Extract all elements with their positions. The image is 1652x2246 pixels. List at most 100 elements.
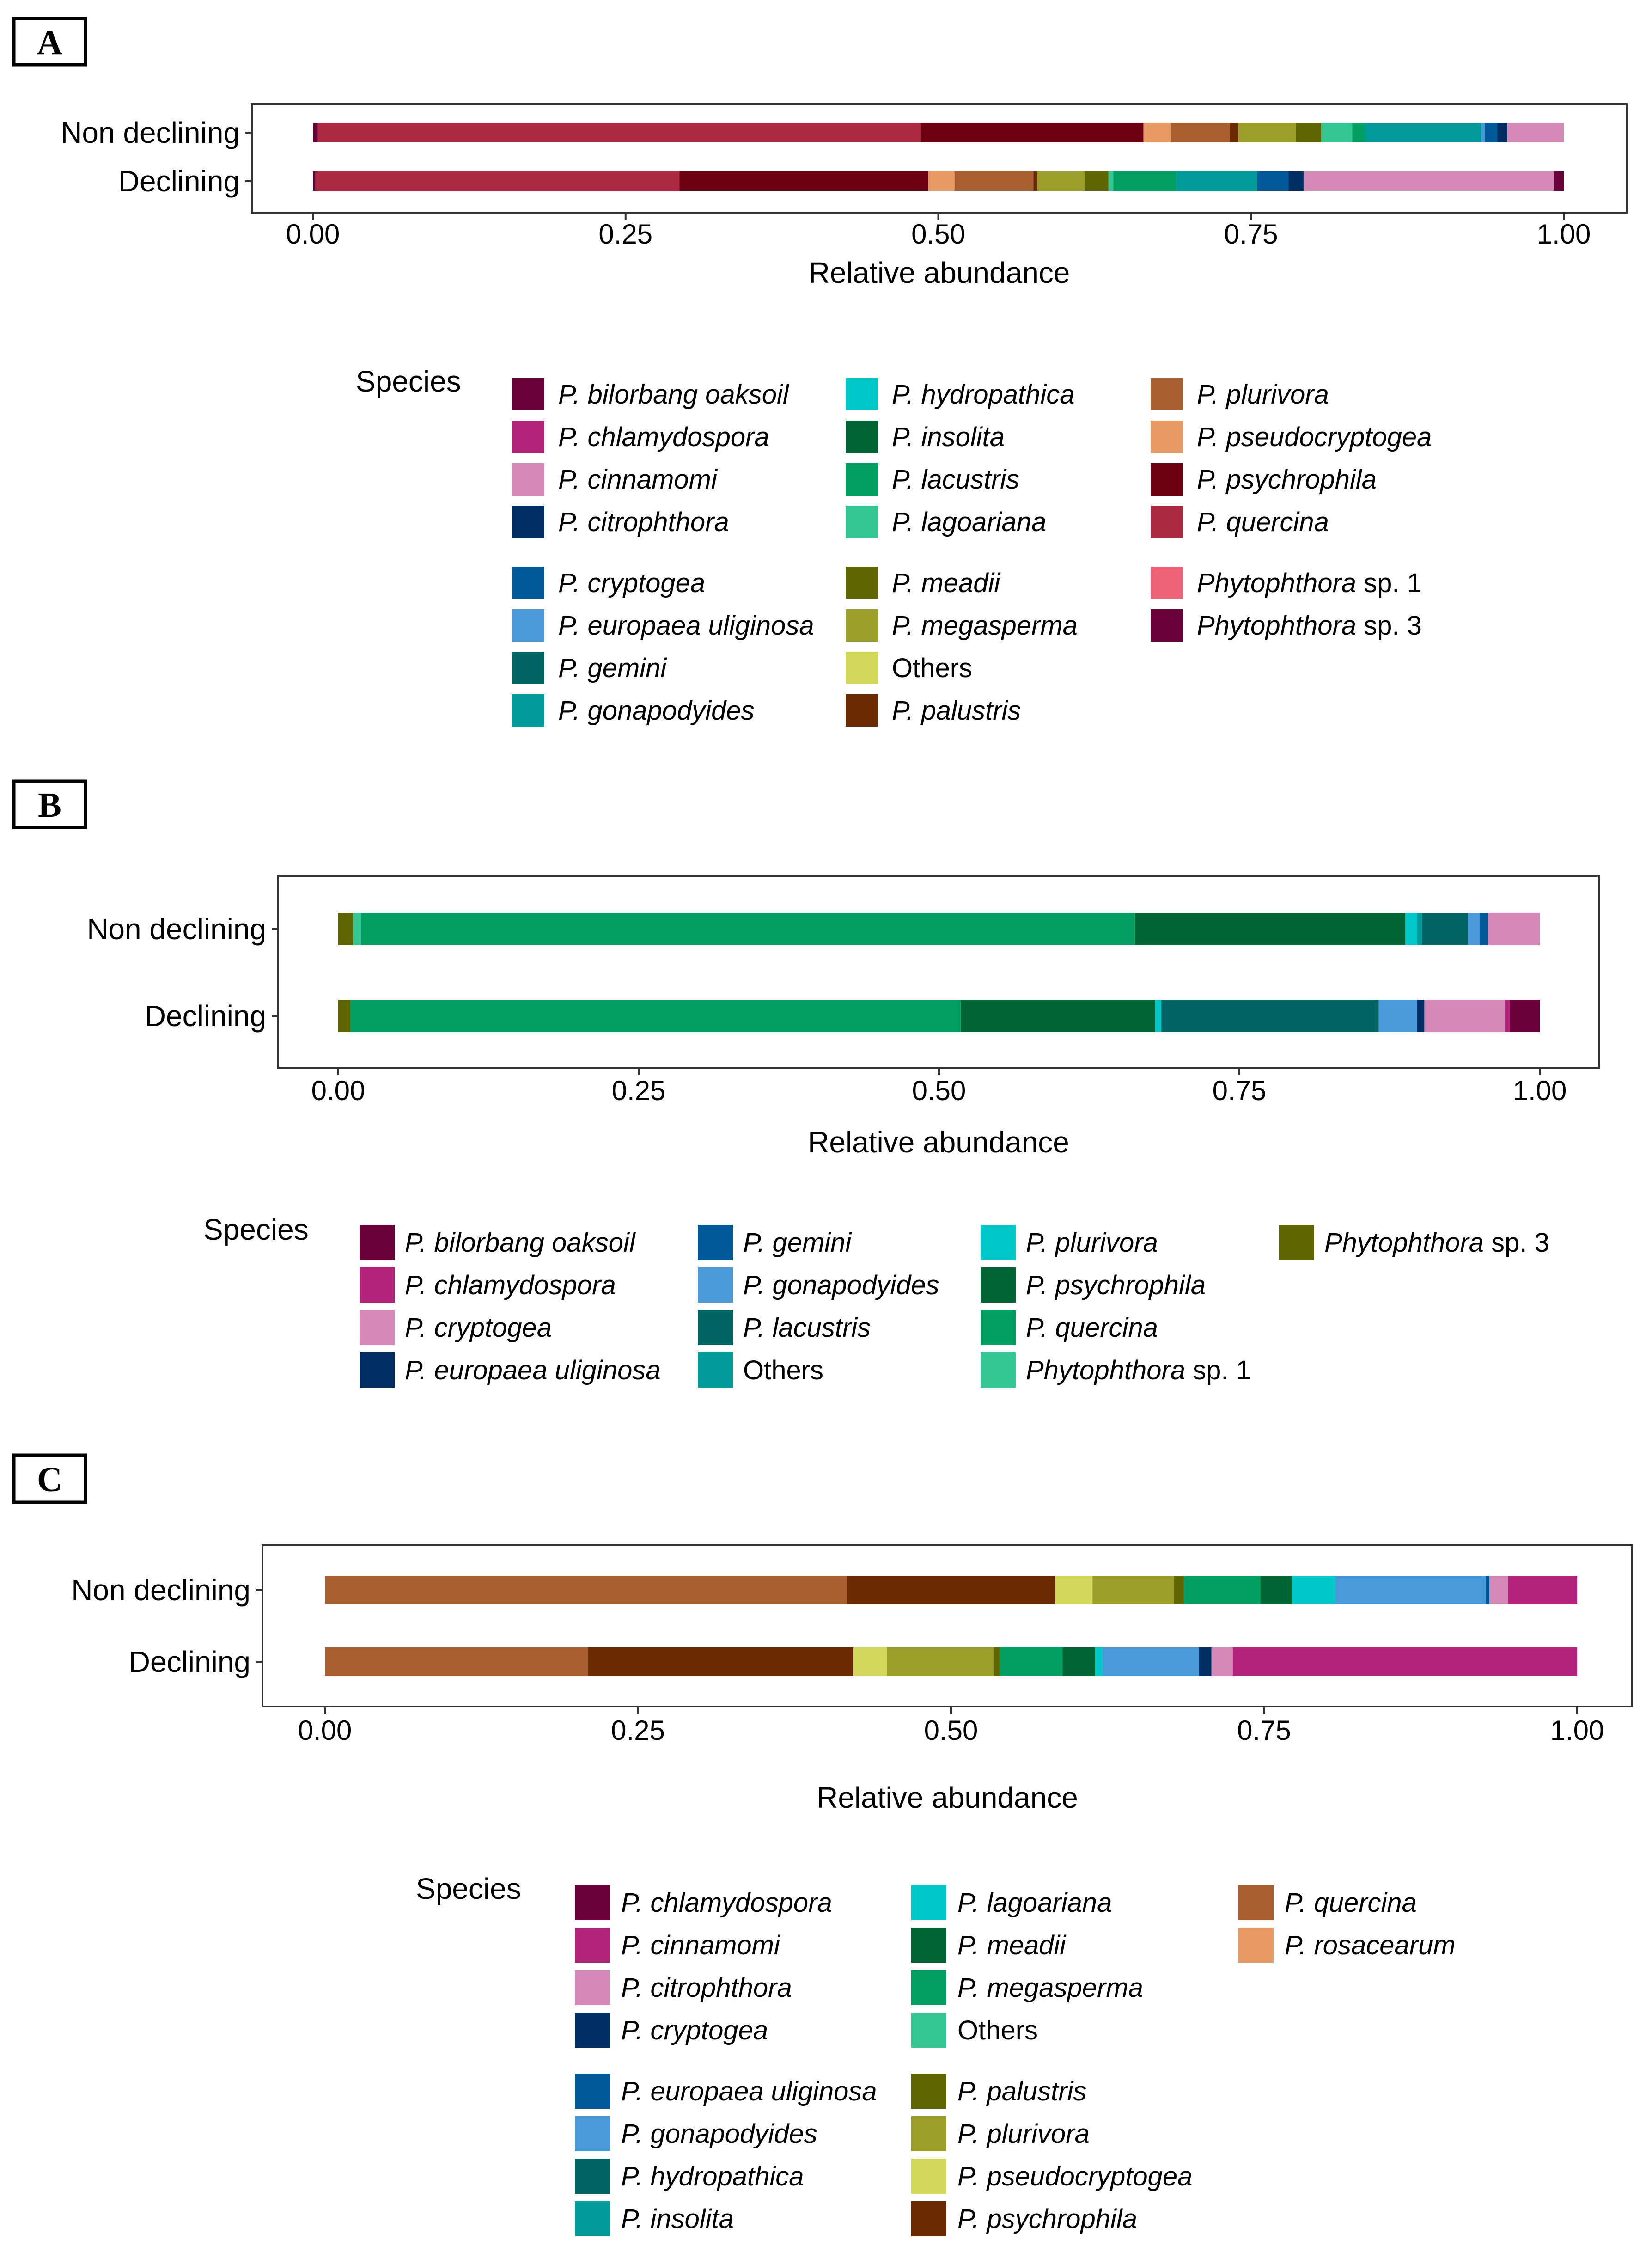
x-tick-label: 1.00 [1537, 219, 1591, 250]
legend-swatch [1238, 1885, 1274, 1920]
legend-label: P. plurivora [957, 2119, 1090, 2149]
bar-segment [1292, 1576, 1335, 1604]
legend-label: P. lagoariana [892, 507, 1046, 537]
x-tick-label: 0.75 [1213, 1075, 1267, 1106]
bar-segment [1378, 1000, 1417, 1032]
legend-label: P. bilorbang oaksoil [405, 1228, 636, 1258]
bar-segment [313, 171, 316, 191]
bar-segment [1505, 1000, 1510, 1032]
bar-segment [338, 1000, 350, 1032]
bar-segment [853, 1647, 887, 1676]
bar-segment [1171, 123, 1230, 142]
bar-segment [313, 123, 318, 142]
legend-title: Species [416, 1872, 521, 1905]
bar-segment [338, 913, 353, 945]
legend-label: P. chlamydospora [558, 422, 769, 452]
legend-label: P. rosacearum [1285, 1930, 1456, 1960]
bar-segment [1113, 171, 1176, 191]
bar-segment [1102, 1647, 1199, 1676]
bar-segment [325, 1647, 588, 1676]
bar-segment [1480, 913, 1488, 945]
legend-swatch [512, 506, 544, 538]
legend-label: P. europaea uliginosa [621, 2076, 877, 2106]
legend-label: Others [892, 653, 972, 683]
x-axis-label: Relative abundance [808, 1126, 1069, 1159]
legend-swatch [1151, 463, 1183, 496]
legend-label: P. quercina [1197, 507, 1329, 537]
legend-label: P. pseudocryptogea [1197, 422, 1432, 452]
legend-label: P. cinnamomi [621, 1930, 781, 1960]
legend-title: Species [356, 365, 461, 398]
legend-swatch [575, 2074, 610, 2109]
legend-swatch [911, 2201, 946, 2236]
x-tick-label: 1.00 [1550, 1715, 1604, 1746]
legend-swatch [981, 1352, 1016, 1388]
bar-segment [1497, 123, 1508, 142]
legend-swatch [846, 378, 878, 410]
bar-segment [1417, 913, 1422, 945]
bar-segment [1489, 1576, 1508, 1604]
x-axis-label: Relative abundance [817, 1781, 1078, 1814]
bar-segment [954, 171, 1034, 191]
legend-label: P. gemini [558, 653, 667, 683]
bar-segment [1230, 123, 1239, 142]
legend-swatch [512, 694, 544, 727]
legend-swatch [575, 2116, 610, 2151]
legend-swatch [360, 1352, 395, 1388]
legend-label: P. cryptogea [558, 568, 705, 598]
legend-swatch [698, 1352, 733, 1388]
bar-segment [1000, 1647, 1063, 1676]
legend-swatch [911, 1885, 946, 1920]
legend-label: P. gonapodyides [558, 696, 755, 726]
legend-swatch [911, 1970, 946, 2005]
legend-swatch [846, 567, 878, 599]
legend-label: Phytophthora sp. 3 [1197, 611, 1422, 641]
panel-B: B Non declining Declining 0.00 0.25 0.50 0.75 1… [12, 779, 1600, 1388]
bar-segment [1422, 913, 1468, 945]
bar-segment [1143, 123, 1171, 142]
legend-swatch [846, 506, 878, 538]
legend-label: P. chlamydospora [621, 1888, 832, 1918]
legend-swatch [846, 463, 878, 496]
legend-label: P. palustris [957, 2076, 1086, 2106]
bar-segment [1335, 1576, 1486, 1604]
bar-segment [1260, 1576, 1292, 1604]
bar-segment [350, 1000, 961, 1032]
legend-swatch [911, 2013, 946, 2048]
legend-swatch [698, 1310, 733, 1345]
legend-label: Others [957, 2015, 1038, 2045]
legend-label: P. megasperma [957, 1973, 1143, 2003]
bar-segment [1486, 1576, 1490, 1604]
legend-swatch [512, 609, 544, 642]
panel-letter: A [37, 23, 62, 62]
x-tick-label: 0.50 [911, 219, 965, 250]
legend-swatch [512, 463, 544, 496]
legend-swatch [512, 652, 544, 684]
legend-swatch [575, 2159, 610, 2194]
legend-label: Phytophthora sp. 3 [1324, 1228, 1549, 1258]
bar-segment [1296, 123, 1321, 142]
bar-segment [1176, 171, 1257, 191]
bar-segment [588, 1647, 853, 1676]
y-tick-label: Non declining [87, 912, 266, 946]
legend-label: P. europaea uliginosa [558, 611, 814, 641]
legend-label: P. plurivora [1197, 379, 1329, 410]
legend-swatch [360, 1225, 395, 1260]
x-axis-label: Relative abundance [809, 256, 1070, 289]
bar-segment [1092, 1576, 1174, 1604]
bar-segment [1085, 171, 1109, 191]
y-tick-label: Declining [118, 165, 240, 198]
legend-label: P. quercina [1026, 1313, 1158, 1343]
x-tick-label: 0.25 [611, 1715, 665, 1746]
panel-letter: B [38, 786, 61, 825]
legend-label: P. citrophthora [621, 1973, 792, 2003]
bar-segment [1507, 123, 1564, 142]
bar-segment [1161, 1000, 1379, 1032]
legend-label: P. megasperma [892, 611, 1078, 641]
panel-letter-box [12, 17, 87, 67]
bar-segment [847, 1576, 1055, 1604]
legend-label: P. meadii [892, 568, 1001, 598]
panel-C: C Non declining Declining 0.00 0.25 0.50 0.75 1… [12, 1453, 1633, 2236]
legend-label: P. lacustris [892, 465, 1019, 495]
